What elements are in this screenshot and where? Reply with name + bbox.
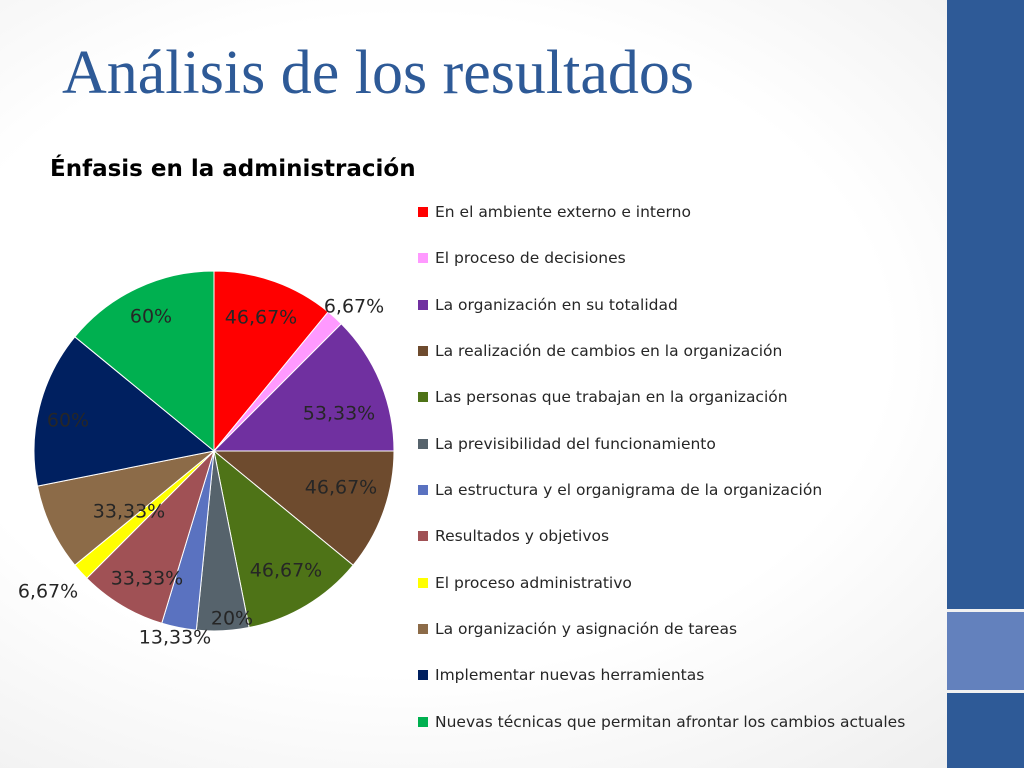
- legend-item: La estructura y el organigrama de la org…: [418, 478, 905, 524]
- legend-swatch: [418, 392, 428, 403]
- pie-data-label: 20%: [211, 608, 253, 630]
- pie-data-label: 53,33%: [303, 403, 375, 425]
- legend-item: Las personas que trabajan en la organiza…: [418, 385, 905, 431]
- legend-label: Resultados y objetivos: [435, 527, 610, 546]
- pie-slice: [213, 270, 329, 453]
- chart-legend: En el ambiente externo e interno El proce…: [418, 200, 905, 756]
- legend-swatch: [418, 485, 428, 496]
- legend-item: La previsibilidad del funcionamiento: [418, 432, 905, 478]
- legend-swatch: [418, 207, 428, 217]
- pie-data-label: 6,67%: [18, 581, 78, 603]
- sidebar-accent-block: [947, 612, 1024, 690]
- legend-item: Implementar nuevas herramientas: [418, 663, 905, 709]
- legend-swatch: [418, 716, 428, 727]
- legend-item: El proceso de decisiones: [418, 246, 905, 292]
- pie-slice: [33, 336, 216, 487]
- legend-swatch: [418, 299, 428, 310]
- legend-item: La realización de cambios en la organiza…: [418, 339, 905, 385]
- legend-swatch: [418, 346, 428, 357]
- legend-item: Resultados y objetivos: [418, 524, 905, 570]
- legend-swatch: [418, 438, 428, 449]
- pie-data-label: 33,33%: [111, 568, 183, 590]
- legend-swatch: [418, 624, 428, 635]
- legend-label: La organización y asignación de tareas: [435, 620, 738, 639]
- legend-item: La organización en su totalidad: [418, 293, 905, 339]
- legend-label: La estructura y el organigrama de la org…: [435, 481, 823, 500]
- legend-label: Nuevas técnicas que permitan afrontar lo…: [435, 712, 906, 731]
- pie-data-label: 60%: [130, 306, 172, 328]
- pie-data-label: 60%: [47, 410, 89, 432]
- pie-slice: [213, 449, 354, 629]
- legend-label: En el ambiente externo e interno: [435, 203, 691, 221]
- legend-item: Nuevas técnicas que permitan afrontar lo…: [418, 710, 905, 756]
- slide-title: Análisis de los resultados: [62, 39, 694, 107]
- pie-slice: [212, 323, 395, 452]
- pie-data-label: 6,67%: [324, 296, 384, 318]
- pie-chart: 46,67% 6,67% 53,33% 46,67% 46,67% 20%13,33% 33…: [18, 270, 395, 649]
- legend-label: La organización en su totalidad: [435, 295, 678, 314]
- legend-label: La realización de cambios en la organiza…: [435, 342, 783, 361]
- chart-title: Énfasis en la administración: [50, 156, 416, 182]
- legend-label: Las personas que trabajan en la organiza…: [435, 388, 788, 407]
- legend-swatch: [418, 577, 428, 588]
- pie-data-label: 46,67%: [250, 560, 322, 582]
- pie-data-label: 46,67%: [305, 477, 377, 499]
- pie-slice: [212, 450, 395, 566]
- sidebar-divider: [947, 690, 1024, 693]
- pie-data-label: 46,67%: [225, 307, 297, 329]
- legend-label: Implementar nuevas herramientas: [435, 666, 705, 685]
- legend-label: El proceso administrativo: [435, 573, 632, 592]
- pie-data-label: 13,33%: [139, 627, 211, 649]
- pie-data-label: 33,33%: [93, 501, 165, 523]
- pie-slice: [74, 270, 215, 453]
- legend-item: La organización y asignación de tareas: [418, 617, 905, 663]
- legend-item: En el ambiente externo e interno: [418, 200, 905, 246]
- legend-item: El proceso administrativo: [418, 571, 905, 617]
- legend-swatch: [418, 670, 428, 681]
- legend-swatch: [418, 531, 428, 542]
- legend-swatch: [418, 253, 428, 264]
- legend-label: La previsibilidad del funcionamiento: [435, 434, 716, 453]
- legend-label: El proceso de decisiones: [435, 249, 626, 268]
- sidebar-divider: [947, 609, 1024, 612]
